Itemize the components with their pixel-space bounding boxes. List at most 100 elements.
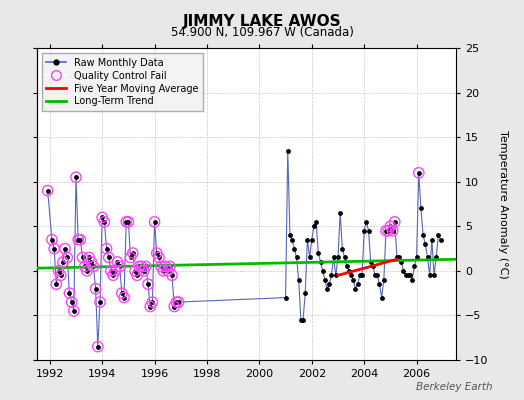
Point <box>168 272 176 278</box>
Point <box>414 170 423 176</box>
Point <box>281 294 290 301</box>
Point <box>316 259 325 265</box>
Point <box>148 299 157 305</box>
Point <box>124 219 133 225</box>
Point <box>436 236 445 243</box>
Point <box>395 254 403 261</box>
Point <box>155 254 163 261</box>
Point <box>109 272 117 278</box>
Point <box>139 268 148 274</box>
Point <box>292 254 301 261</box>
Point <box>52 281 61 288</box>
Point <box>50 245 58 252</box>
Point <box>131 268 139 274</box>
Point <box>371 272 379 278</box>
Point <box>332 272 340 278</box>
Point <box>294 276 303 283</box>
Point <box>124 219 133 225</box>
Point <box>170 303 179 310</box>
Point <box>161 263 170 270</box>
Point <box>159 268 168 274</box>
Point <box>303 236 312 243</box>
Point <box>434 232 443 238</box>
Point <box>157 263 166 270</box>
Point <box>386 223 395 230</box>
Point <box>83 268 91 274</box>
Point <box>308 236 316 243</box>
Point <box>57 272 65 278</box>
Point <box>122 219 130 225</box>
Point <box>135 263 144 270</box>
Point <box>393 254 401 261</box>
Point <box>144 281 152 288</box>
Point <box>102 245 111 252</box>
Point <box>345 268 353 274</box>
Point <box>146 303 155 310</box>
Point <box>414 170 423 176</box>
Point <box>128 250 137 256</box>
Point <box>155 254 163 261</box>
Point <box>172 299 181 305</box>
Point <box>63 254 71 261</box>
Point <box>48 236 56 243</box>
Point <box>76 236 84 243</box>
Point <box>305 254 314 261</box>
Point <box>81 263 89 270</box>
Point <box>380 276 388 283</box>
Point <box>113 259 122 265</box>
Point <box>54 268 63 274</box>
Point <box>384 228 392 234</box>
Point <box>364 228 373 234</box>
Point <box>328 272 336 278</box>
Point <box>334 254 342 261</box>
Point <box>343 263 351 270</box>
Point <box>358 272 366 278</box>
Point <box>115 263 124 270</box>
Point <box>85 254 93 261</box>
Point <box>66 290 74 296</box>
Point <box>74 236 82 243</box>
Point <box>301 290 310 296</box>
Point <box>425 272 434 278</box>
Point <box>94 344 102 350</box>
Point <box>89 263 97 270</box>
Y-axis label: Temperature Anomaly (°C): Temperature Anomaly (°C) <box>498 130 508 278</box>
Point <box>98 214 106 220</box>
Point <box>288 236 297 243</box>
Point <box>111 268 119 274</box>
Point <box>432 254 441 261</box>
Point <box>113 259 122 265</box>
Point <box>421 241 430 247</box>
Point <box>96 299 104 305</box>
Point <box>139 268 148 274</box>
Point <box>373 272 381 278</box>
Point <box>321 276 329 283</box>
Point <box>105 254 113 261</box>
Point <box>152 250 161 256</box>
Point <box>382 228 390 234</box>
Point <box>150 219 159 225</box>
Point <box>377 294 386 301</box>
Point <box>81 263 89 270</box>
Point <box>166 263 174 270</box>
Point <box>384 228 392 234</box>
Point <box>166 263 174 270</box>
Point <box>354 281 362 288</box>
Point <box>146 303 155 310</box>
Point <box>89 263 97 270</box>
Point <box>390 219 399 225</box>
Point <box>94 344 102 350</box>
Point <box>314 250 323 256</box>
Point <box>319 268 327 274</box>
Point <box>144 281 152 288</box>
Point <box>148 299 157 305</box>
Point <box>168 272 176 278</box>
Point <box>406 272 414 278</box>
Point <box>120 294 128 301</box>
Point <box>417 205 425 212</box>
Point <box>397 259 406 265</box>
Point <box>351 286 359 292</box>
Point <box>403 272 412 278</box>
Point <box>135 263 144 270</box>
Point <box>133 272 141 278</box>
